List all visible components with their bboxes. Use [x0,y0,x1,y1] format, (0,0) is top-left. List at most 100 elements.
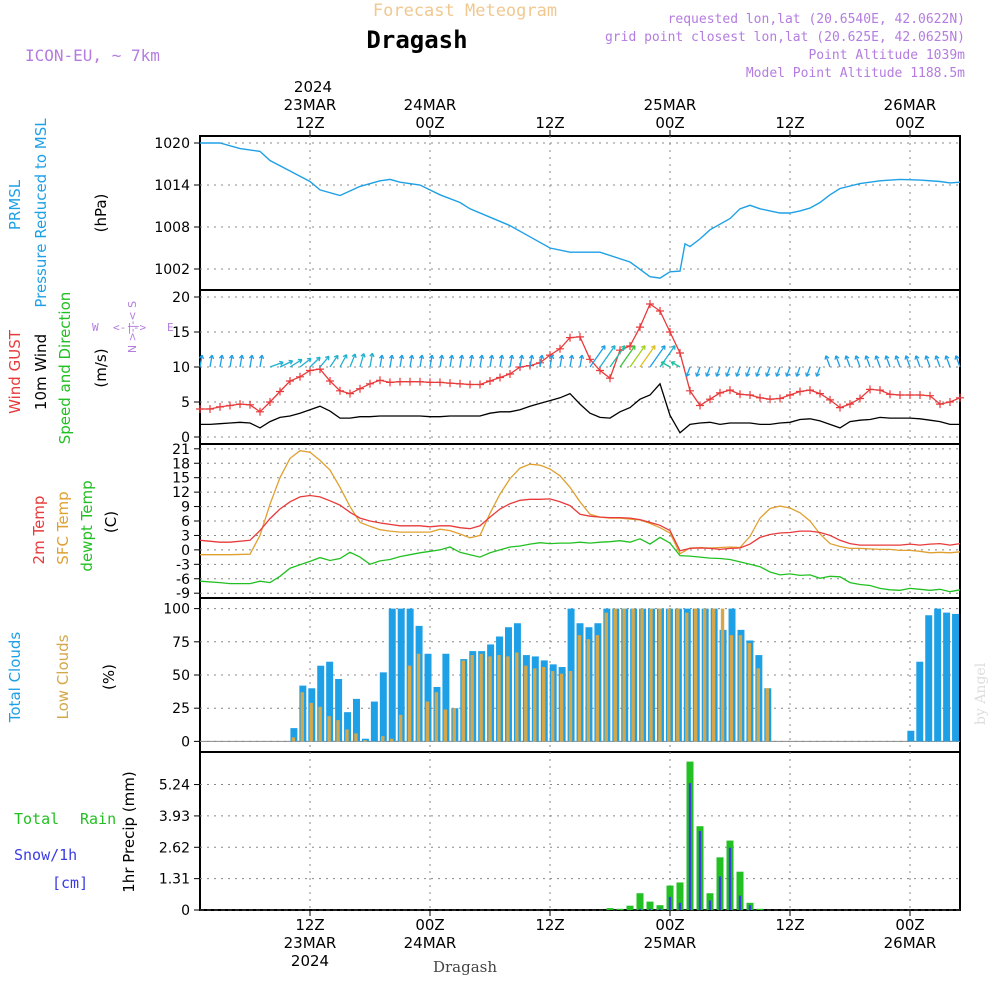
top-hour-label: 00Z [895,114,924,132]
wind-direction-arrowhead [360,353,366,358]
wind-direction-arrow [765,366,771,377]
label-ms: (m/s) [92,348,110,387]
low-cloud-bar [443,709,448,742]
wind-direction-arrow [705,366,711,377]
wind-direction-arrow [289,359,303,368]
wind-direction-arrow [519,355,523,368]
ytick-label-wind: 20 [172,290,190,306]
low-cloud-bar [300,692,304,742]
wind-direction-arrow [419,355,423,368]
total-cloud-bar [353,698,360,742]
ytick-label-pressure: 1020 [154,136,190,152]
wind-direction-arrow [795,366,801,377]
wind-direction-arrowhead [288,359,294,365]
wind-direction-arrow [209,355,213,368]
ytick-label-temperature: -3 [176,557,190,573]
wind-direction-arrow [529,355,533,368]
rain-bar [626,905,634,910]
low-cloud-bar [604,612,608,742]
low-cloud-bar [497,655,501,742]
wind-gust-marker [846,400,854,409]
wind-direction-arrowhead [685,372,691,377]
low-cloud-bar [434,692,439,742]
low-cloud-bar [398,714,403,742]
snow-bar [688,783,692,910]
ytick-label-temperature: 3 [181,528,190,544]
wind-gust-marker [366,379,374,388]
wind-direction-arrow [329,355,339,368]
rain-bar [756,908,764,910]
requested-lonlat: requested lon,lat (20.6540E, 42.0622N) [668,12,965,27]
low-cloud-bar [488,656,492,742]
ytick-label-precip: 3.93 [159,809,190,825]
wind-direction-arrow [389,355,393,368]
wind-direction-arrow [775,366,781,377]
ytick-label-temperature: 21 [172,442,190,458]
wind-direction-arrowhead [488,354,495,360]
wind-direction-arrowhead [218,354,225,360]
wind-direction-arrowhead [864,355,870,360]
rain-bar [606,908,614,910]
year-bottom: 2024 [291,952,329,970]
wind-gust-marker [286,377,294,385]
low-cloud-bar [425,701,430,742]
wind-direction-arrow [219,355,223,368]
wind-direction-arrow [309,356,321,368]
year-top: 2024 [294,78,332,96]
low-cloud-bar [738,635,743,742]
label-wind-gust: Wind GUST [6,329,24,414]
low-cloud-bar [407,665,412,742]
wind-direction-arrow [915,355,921,368]
wind-direction-arrow [439,355,443,368]
wind-direction-arrowhead [640,345,646,350]
location-title: Dragash [366,26,467,54]
wind-direction-arrow [469,355,473,368]
total-cloud-bar [388,608,396,742]
label-cm: [cm] [52,874,88,892]
wind-direction-arrowhead [258,354,265,360]
wind-direction-arrowhead [342,354,348,359]
wind-direction-arrow [269,361,284,368]
wind-gust-marker [426,378,434,387]
total-cloud-bar [952,613,960,742]
low-cloud-bar [345,729,349,742]
wind-direction-arrowhead [448,354,455,360]
total-cloud-bar [344,712,352,742]
wind-direction-arrow [695,366,701,377]
wind-gust-marker [256,407,264,416]
wind-direction-arrow [875,355,881,368]
wind-direction-arrowhead [388,354,395,360]
wind-gust-marker [606,374,614,383]
wind-gust-marker [476,380,484,389]
wind-gust-marker [356,384,364,393]
total-cloud-bar [934,608,942,742]
wind-direction-arrowhead [954,355,960,360]
wind-direction-arrow [735,366,741,377]
wind-direction-arrowhead [670,345,676,350]
model-label: ICON-EU, ~ 7km [25,46,160,65]
top-hour-label: 00Z [655,114,684,132]
wind-gust-marker [416,377,424,386]
wind-gust-marker [826,395,834,404]
wind-direction-arrowhead [324,355,330,361]
label-rain: Rain [80,810,116,828]
wind-direction-arrowhead [695,372,701,377]
wind-gust-marker [226,401,234,410]
wind-direction-arrow [349,353,356,368]
wind-gust-marker [216,402,224,411]
wind-direction-arrow [539,355,543,368]
wind-gust-marker [556,344,564,353]
label-sfc-temp: SFC Temp [54,491,72,564]
wind-direction-arrowhead [815,372,821,377]
wind-direction-arrow [249,355,253,368]
wind-direction-arrow [805,366,811,377]
total-cloud-bar [379,672,387,742]
bottom-date-label: 25MAR [644,934,697,952]
wind-gust-marker [726,386,734,395]
wind-gust-marker [196,405,204,413]
low-cloud-bar [461,660,465,742]
wind-direction-arrowhead [228,354,235,360]
ytick-label-temperature: -6 [176,572,190,588]
wind-direction-arrow [429,355,433,368]
